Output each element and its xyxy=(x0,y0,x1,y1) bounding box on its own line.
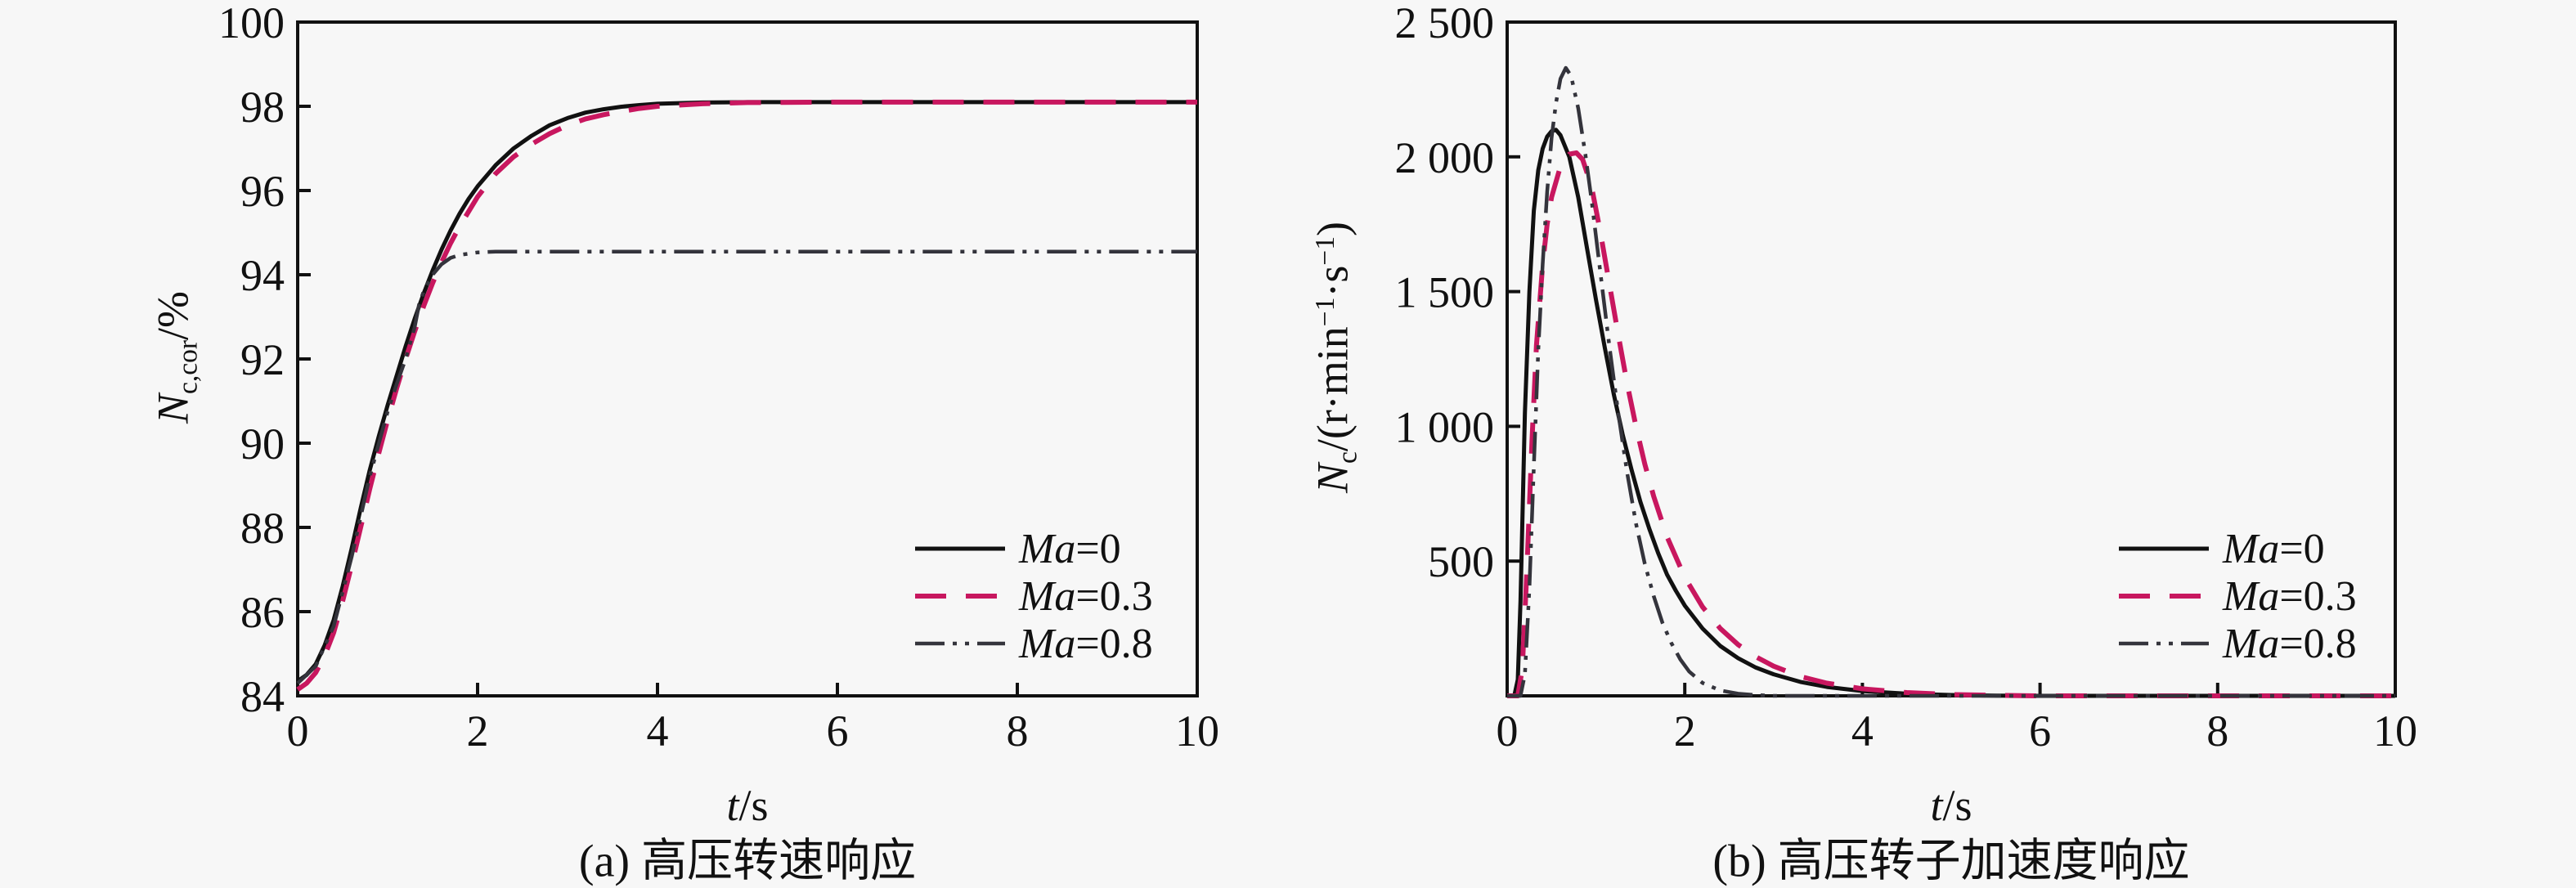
text-segment: N xyxy=(148,393,198,424)
curve-ma03 xyxy=(1507,150,2395,698)
text-segment: −1 xyxy=(1309,297,1340,327)
y-tick-label: 96 xyxy=(240,167,285,216)
y-tick-label: 100 xyxy=(218,0,285,47)
x-tick-label: 10 xyxy=(1175,706,1219,756)
text-segment: Ma xyxy=(2223,572,2280,620)
legend-b: Ma=0 Ma=0.3 Ma=0.8 xyxy=(2118,525,2357,667)
caption-a: (a) 高压转速响应 xyxy=(578,836,917,887)
x-tick-label: 8 xyxy=(1007,706,1029,756)
text-segment: =0.8 xyxy=(1075,620,1153,667)
y-axis-title-a: Nc,cor/% xyxy=(148,291,204,424)
x-tick-label: 0 xyxy=(1497,706,1519,756)
y-tick-label: 90 xyxy=(240,419,285,469)
curve-ma08 xyxy=(296,249,1197,685)
text-segment: ·s xyxy=(1308,265,1358,298)
y-tick-label: 2 500 xyxy=(1395,0,1495,47)
legend-item: Ma=0 xyxy=(914,525,1153,572)
text-segment: t xyxy=(726,781,739,830)
legend-item: Ma=0.3 xyxy=(2118,572,2357,620)
legend-line-sample xyxy=(2119,546,2209,551)
text-segment: /% xyxy=(148,291,198,340)
legend-line-sample xyxy=(2119,594,2209,599)
legend-line-sample xyxy=(915,641,1005,646)
legend-item: Ma=0.8 xyxy=(914,620,1153,667)
y-tick-label: 92 xyxy=(240,335,285,384)
curve-ma03 xyxy=(296,99,1197,692)
x-tick-label: 6 xyxy=(827,706,849,756)
curve-ma0 xyxy=(1507,128,2395,698)
text-segment: Ma xyxy=(2223,620,2280,667)
x-tick-label: 2 xyxy=(467,706,489,756)
text-segment: =0 xyxy=(1075,525,1121,572)
text-segment: Ma xyxy=(1019,620,1076,667)
y-tick-label: 2 000 xyxy=(1395,133,1495,182)
x-tick-label: 4 xyxy=(1851,706,1874,756)
y-tick-label: 500 xyxy=(1428,537,1494,586)
text-segment: c xyxy=(1332,451,1363,464)
y-tick-label: 1 000 xyxy=(1395,402,1495,451)
x-tick-label: 10 xyxy=(2373,706,2417,756)
text-segment: N xyxy=(1308,464,1358,494)
text-segment: =0.3 xyxy=(1075,572,1153,620)
legend-label: Ma=0.8 xyxy=(2223,620,2357,668)
legend-label: Ma=0.3 xyxy=(1019,572,1153,621)
y-tick-label: 88 xyxy=(240,504,285,553)
text-segment: /(r·min xyxy=(1308,326,1358,452)
legend-item: Ma=0.3 xyxy=(914,572,1153,620)
legend-line-sample xyxy=(915,594,1005,599)
legend-label: Ma=0 xyxy=(1019,525,1121,573)
x-axis-title-a: t/s xyxy=(726,780,768,831)
x-tick-label: 0 xyxy=(287,706,309,756)
text-segment: ) xyxy=(1308,221,1358,236)
text-segment: −1 xyxy=(1309,235,1340,266)
x-tick-label: 4 xyxy=(647,706,669,756)
text-segment: Ma xyxy=(1019,572,1076,620)
legend-line-sample xyxy=(915,546,1005,551)
legend-line-sample xyxy=(2119,641,2209,646)
caption-b: (b) 高压转子加速度响应 xyxy=(1712,836,2190,887)
y-tick-label: 1 500 xyxy=(1395,268,1495,317)
legend-label: Ma=0 xyxy=(2223,525,2325,573)
text-segment: t xyxy=(1930,781,1943,830)
text-segment: c,cor xyxy=(173,340,204,394)
y-tick-label: 98 xyxy=(240,83,285,132)
y-tick-label: 84 xyxy=(240,672,285,721)
legend-a: Ma=0 Ma=0.3 Ma=0.8 xyxy=(914,525,1153,667)
text-segment: =0.3 xyxy=(2279,572,2357,620)
x-tick-label: 6 xyxy=(2029,706,2051,756)
text-segment: =0 xyxy=(2279,525,2325,572)
legend-item: Ma=0 xyxy=(2118,525,2357,572)
text-segment: /s xyxy=(1942,781,1972,830)
legend-label: Ma=0.8 xyxy=(1019,620,1153,668)
legend-label: Ma=0.3 xyxy=(2223,572,2357,621)
legend-item: Ma=0.8 xyxy=(2118,620,2357,667)
x-tick-label: 8 xyxy=(2206,706,2228,756)
text-segment: Ma xyxy=(2223,525,2280,572)
text-segment: /s xyxy=(738,781,769,830)
x-tick-label: 2 xyxy=(1674,706,1696,756)
text-segment: =0.8 xyxy=(2279,620,2357,667)
y-tick-label: 94 xyxy=(240,251,285,300)
y-tick-label: 86 xyxy=(240,588,285,637)
y-axis-title-b: Nc/(r·min−1·s−1) xyxy=(1308,222,1364,493)
curve-ma08 xyxy=(1507,65,2395,698)
x-axis-title-b: t/s xyxy=(1930,780,1972,831)
text-segment: Ma xyxy=(1019,525,1076,572)
